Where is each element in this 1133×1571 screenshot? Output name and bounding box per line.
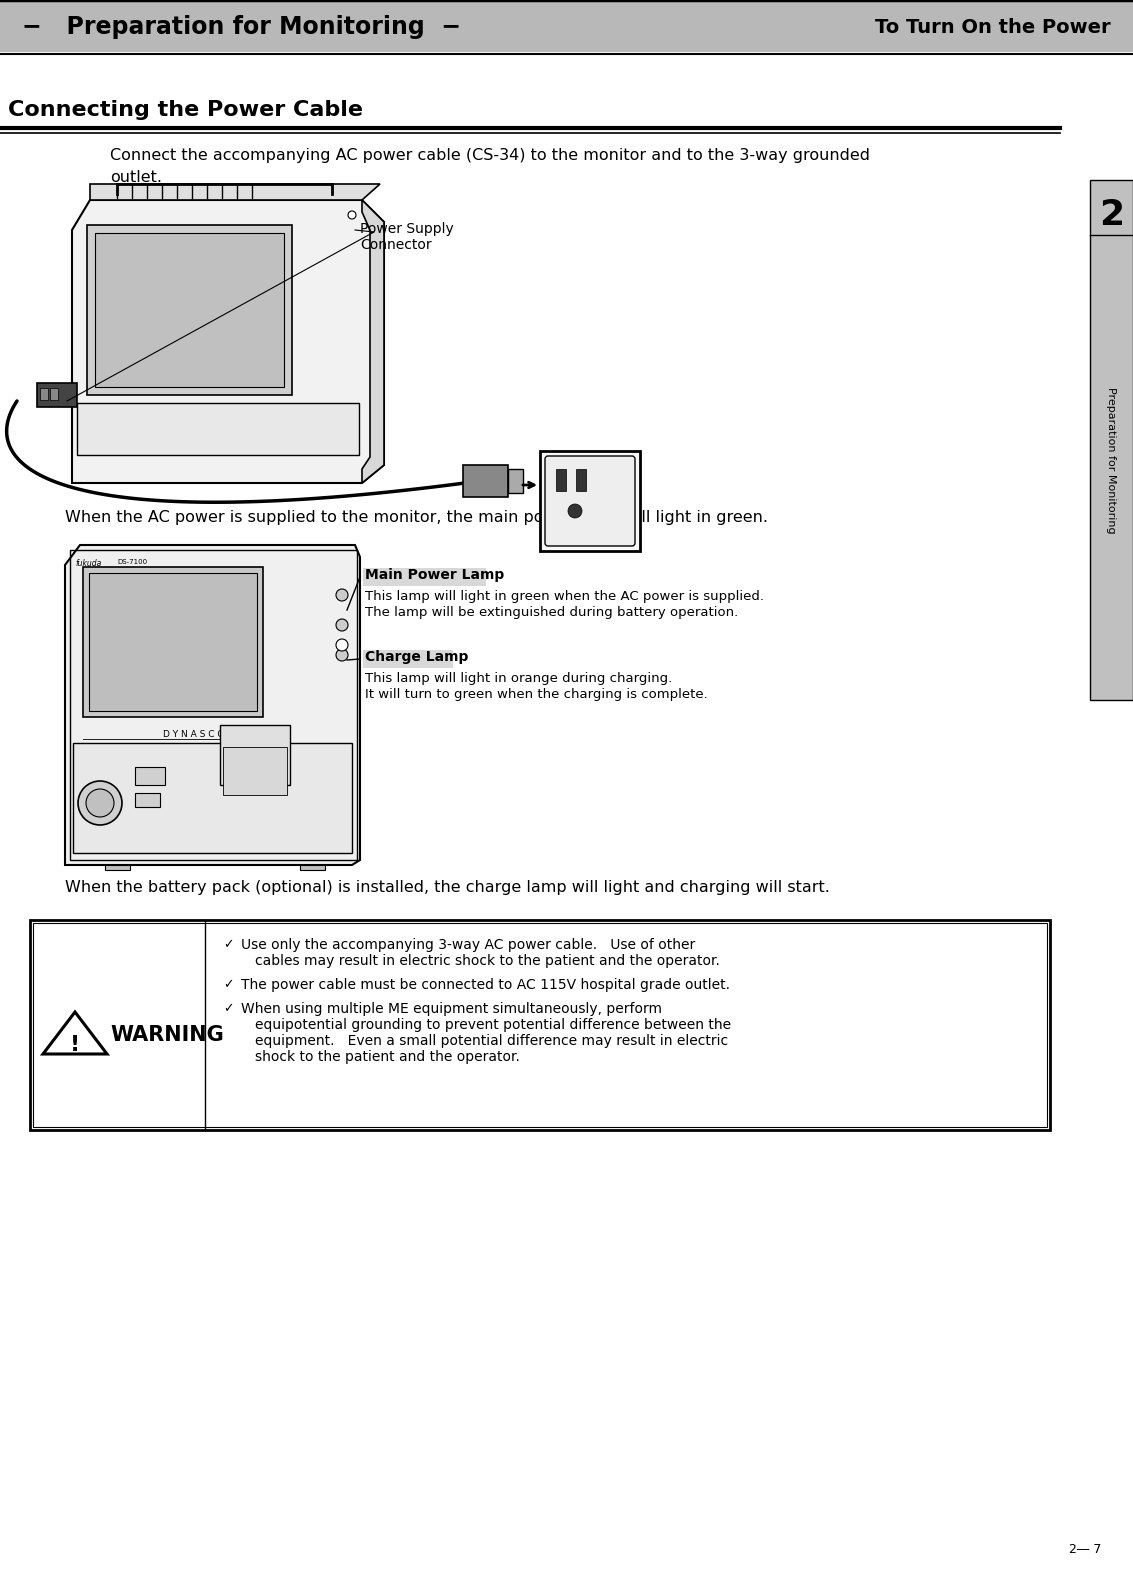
Circle shape: [337, 649, 348, 661]
Text: Charge Lamp: Charge Lamp: [365, 650, 468, 665]
Bar: [70, 550, 357, 859]
Text: equipment.   Even a small potential difference may result in electric: equipment. Even a small potential differ…: [255, 1034, 729, 1048]
Bar: [135, 793, 160, 807]
Text: equipotential grounding to prevent potential difference between the: equipotential grounding to prevent poten…: [255, 1018, 731, 1032]
Bar: [220, 724, 290, 786]
Polygon shape: [363, 200, 384, 482]
Text: Connect the accompanying AC power cable (CS-34) to the monitor and to the 3-way : Connect the accompanying AC power cable …: [110, 148, 870, 163]
Polygon shape: [65, 545, 360, 866]
Text: 2: 2: [1099, 198, 1124, 233]
Bar: [1090, 181, 1133, 701]
Text: This lamp will light in green when the AC power is supplied.: This lamp will light in green when the A…: [365, 591, 764, 603]
Text: When using multiple ME equipment simultaneously, perform: When using multiple ME equipment simulta…: [241, 1002, 662, 1016]
Text: This lamp will light in orange during charging.: This lamp will light in orange during ch…: [365, 672, 672, 685]
Text: −   Preparation for Monitoring  −: − Preparation for Monitoring −: [22, 16, 461, 39]
Bar: [135, 767, 165, 786]
Polygon shape: [90, 184, 380, 200]
Text: WARNING: WARNING: [110, 1024, 223, 1045]
Text: The power cable must be connected to AC 115V hospital grade outlet.: The power cable must be connected to AC …: [241, 979, 730, 991]
Bar: [0, 0, 1133, 52]
Bar: [73, 743, 352, 853]
Bar: [556, 470, 566, 492]
Text: To Turn On the Power: To Turn On the Power: [876, 17, 1111, 36]
Text: outlet.: outlet.: [110, 170, 162, 185]
Circle shape: [337, 589, 348, 602]
Circle shape: [86, 789, 114, 817]
Polygon shape: [73, 200, 384, 482]
Text: The lamp will be extinguished during battery operation.: The lamp will be extinguished during bat…: [365, 606, 739, 619]
Text: D Y N A S C O P E: D Y N A S C O P E: [163, 731, 241, 738]
FancyBboxPatch shape: [545, 456, 634, 547]
Text: !: !: [70, 1035, 80, 1056]
Text: shock to the patient and the operator.: shock to the patient and the operator.: [255, 1049, 520, 1064]
Bar: [223, 746, 287, 795]
Polygon shape: [43, 1012, 107, 1054]
Text: Use only the accompanying 3-way AC power cable.   Use of other: Use only the accompanying 3-way AC power…: [241, 938, 696, 952]
Bar: [300, 866, 325, 870]
Bar: [37, 383, 77, 407]
Bar: [87, 225, 292, 394]
Text: ✓: ✓: [223, 938, 233, 950]
Bar: [90, 573, 257, 712]
Text: cables may result in electric shock to the patient and the operator.: cables may result in electric shock to t…: [255, 954, 719, 968]
Bar: [105, 866, 130, 870]
Bar: [463, 465, 508, 496]
Text: Connector: Connector: [360, 237, 432, 251]
Text: Preparation for Monitoring: Preparation for Monitoring: [1107, 386, 1116, 533]
Text: 2― 7: 2― 7: [1068, 1543, 1101, 1555]
Bar: [576, 470, 586, 492]
Circle shape: [337, 619, 348, 632]
Text: Main Power Lamp: Main Power Lamp: [365, 569, 504, 581]
Text: ✓: ✓: [223, 1002, 233, 1015]
Circle shape: [337, 639, 348, 650]
Bar: [508, 470, 523, 493]
Text: fukuda: fukuda: [75, 559, 101, 569]
Bar: [50, 388, 58, 401]
Text: Connecting the Power Cable: Connecting the Power Cable: [8, 101, 363, 119]
Bar: [95, 233, 284, 386]
Text: DS-7100: DS-7100: [117, 559, 147, 566]
Bar: [33, 924, 1047, 1126]
Bar: [363, 650, 453, 668]
Bar: [77, 404, 359, 456]
Circle shape: [78, 781, 122, 825]
Bar: [540, 451, 640, 551]
Bar: [40, 388, 48, 401]
Circle shape: [348, 211, 356, 218]
Text: ✓: ✓: [223, 979, 233, 991]
Text: When the battery pack (optional) is installed, the charge lamp will light and ch: When the battery pack (optional) is inst…: [65, 880, 829, 895]
Text: It will turn to green when the charging is complete.: It will turn to green when the charging …: [365, 688, 708, 701]
Bar: [363, 569, 486, 586]
Bar: [29, 921, 1050, 1130]
Circle shape: [568, 504, 582, 518]
Text: Power Supply: Power Supply: [360, 222, 453, 236]
Bar: [83, 567, 263, 716]
Text: When the AC power is supplied to the monitor, the main power lamp will light in : When the AC power is supplied to the mon…: [65, 511, 768, 525]
